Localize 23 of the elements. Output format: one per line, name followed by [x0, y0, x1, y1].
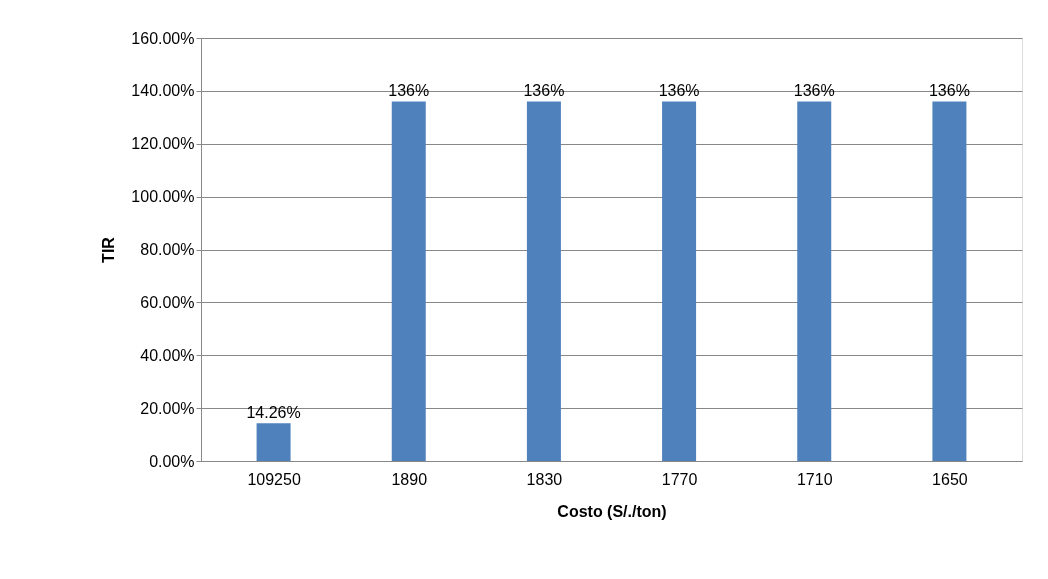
x-tick-label: 1710: [796, 470, 833, 488]
y-tick-label: 160.00%: [131, 29, 195, 47]
x-tick-label: 1830: [526, 470, 563, 488]
data-label: 14.26%: [246, 404, 301, 422]
y-tick-label: 100.00%: [131, 188, 195, 206]
y-tick-label: 120.00%: [131, 135, 195, 153]
data-label: 136%: [523, 82, 565, 100]
x-tick-label: 1650: [932, 470, 968, 488]
data-label: 136%: [928, 82, 970, 100]
data-label: 136%: [388, 82, 430, 100]
x-tick-label: 1770: [661, 470, 698, 488]
y-tick-label: 40.00%: [140, 346, 195, 364]
y-tick-label: 140.00%: [131, 82, 195, 100]
y-tick-label: 80.00%: [140, 241, 195, 258]
data-label: 136%: [793, 82, 835, 100]
x-tick-label: 1890: [391, 470, 428, 488]
y-tick-label: 20.00%: [140, 399, 195, 417]
x-axis-title: Costo (S/./ton): [557, 502, 667, 520]
y-tick-label: 60.00%: [140, 293, 195, 311]
data-label: 136%: [658, 82, 700, 100]
x-tick-label: 109250: [247, 470, 301, 488]
y-tick-label: 0.00%: [149, 452, 195, 470]
y-axis-title: TIR: [100, 236, 118, 263]
